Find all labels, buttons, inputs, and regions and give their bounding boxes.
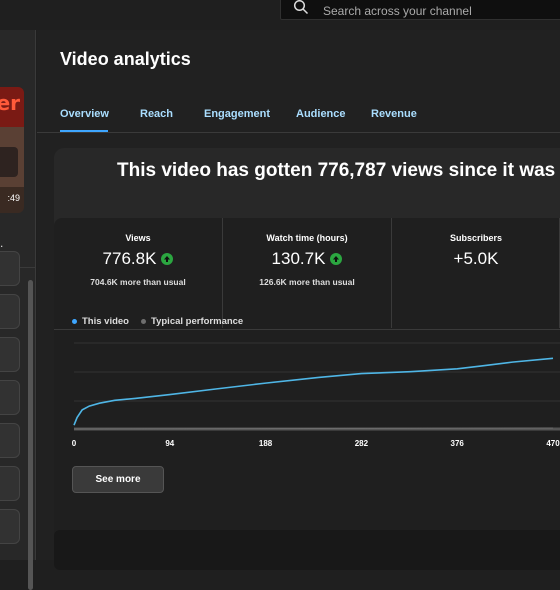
legend-dot bbox=[72, 318, 77, 324]
arrow-up-icon bbox=[330, 253, 343, 265]
tab-revenue[interactable]: Revenue bbox=[371, 108, 417, 120]
views-headline: This video has gotten 776,787 views sinc… bbox=[117, 160, 556, 181]
top-bar bbox=[0, 0, 560, 30]
x-tick-label: 376 bbox=[451, 439, 465, 448]
tabs-divider bbox=[37, 132, 560, 133]
metrics-panel bbox=[54, 218, 560, 548]
sidebar-item[interactable] bbox=[0, 423, 20, 458]
metric-subscribers[interactable]: Subscribers +5.0K bbox=[392, 218, 560, 328]
channel-search[interactable] bbox=[280, 0, 560, 20]
metric-label: Views bbox=[125, 233, 151, 243]
sidebar-scrollbar[interactable] bbox=[28, 280, 33, 590]
video-thumbnail[interactable]: er bbox=[0, 87, 24, 213]
search-icon bbox=[293, 0, 309, 15]
views-chart: 0 94 188 282 376 470 bbox=[72, 342, 560, 448]
metric-value: +5.0K bbox=[453, 249, 499, 268]
main-content: Video analytics Overview Reach Engagemen… bbox=[37, 30, 560, 570]
metrics-divider bbox=[54, 329, 560, 330]
metric-value: 130.7K bbox=[271, 249, 326, 268]
tab-overview[interactable]: Overview bbox=[60, 108, 109, 120]
legend-this-video: This video bbox=[72, 314, 129, 328]
arrow-up-icon bbox=[161, 253, 174, 265]
x-tick-label: 0 bbox=[72, 439, 77, 448]
metric-divider bbox=[391, 218, 392, 328]
sidebar-item[interactable] bbox=[0, 294, 20, 329]
x-tick-label: 282 bbox=[355, 439, 369, 448]
legend-typical-performance: Typical performance bbox=[141, 314, 243, 328]
x-tick-label: 94 bbox=[165, 439, 174, 448]
series-line-this-video[interactable] bbox=[73, 357, 554, 426]
metric-views[interactable]: Views 776.8K 704.6K more than usual bbox=[54, 218, 222, 328]
page-title: Video analytics bbox=[60, 49, 191, 69]
legend-label: Typical performance bbox=[151, 315, 244, 327]
metric-value: 776.8K bbox=[102, 249, 157, 268]
sidebar-item[interactable] bbox=[0, 380, 20, 415]
legend-dot bbox=[141, 318, 146, 324]
metric-label: Watch time (hours) bbox=[266, 233, 348, 243]
sidebar-item[interactable] bbox=[0, 251, 20, 286]
see-more-button[interactable]: See more bbox=[72, 466, 164, 493]
sidebar-item[interactable] bbox=[0, 509, 20, 544]
sidebar-item[interactable] bbox=[0, 337, 20, 372]
next-card bbox=[54, 530, 560, 570]
search-input[interactable] bbox=[321, 3, 560, 19]
thumbnail-text: er bbox=[0, 91, 20, 115]
legend-label: This video bbox=[82, 315, 129, 327]
metric-comparison: 704.6K more than usual bbox=[90, 277, 186, 287]
series-line-typical-performance[interactable] bbox=[73, 427, 554, 430]
x-tick-label: 470 bbox=[546, 439, 560, 448]
metric-watch-time[interactable]: Watch time (hours) 130.7K 126.6K more th… bbox=[223, 218, 391, 328]
sidebar-item[interactable] bbox=[0, 466, 20, 501]
metric-comparison: 126.6K more than usual bbox=[259, 277, 355, 287]
active-tab-indicator bbox=[60, 130, 108, 132]
video-duration: :49 bbox=[7, 193, 20, 203]
left-sidebar: er :49 . bbox=[0, 30, 36, 590]
x-tick-label: 188 bbox=[259, 439, 273, 448]
tab-audience[interactable]: Audience bbox=[296, 108, 346, 120]
tab-engagement[interactable]: Engagement bbox=[204, 108, 271, 120]
video-title-truncated: . bbox=[0, 236, 4, 250]
tab-reach[interactable]: Reach bbox=[140, 108, 174, 120]
metric-label: Subscribers bbox=[449, 233, 503, 243]
metric-divider bbox=[222, 218, 223, 328]
